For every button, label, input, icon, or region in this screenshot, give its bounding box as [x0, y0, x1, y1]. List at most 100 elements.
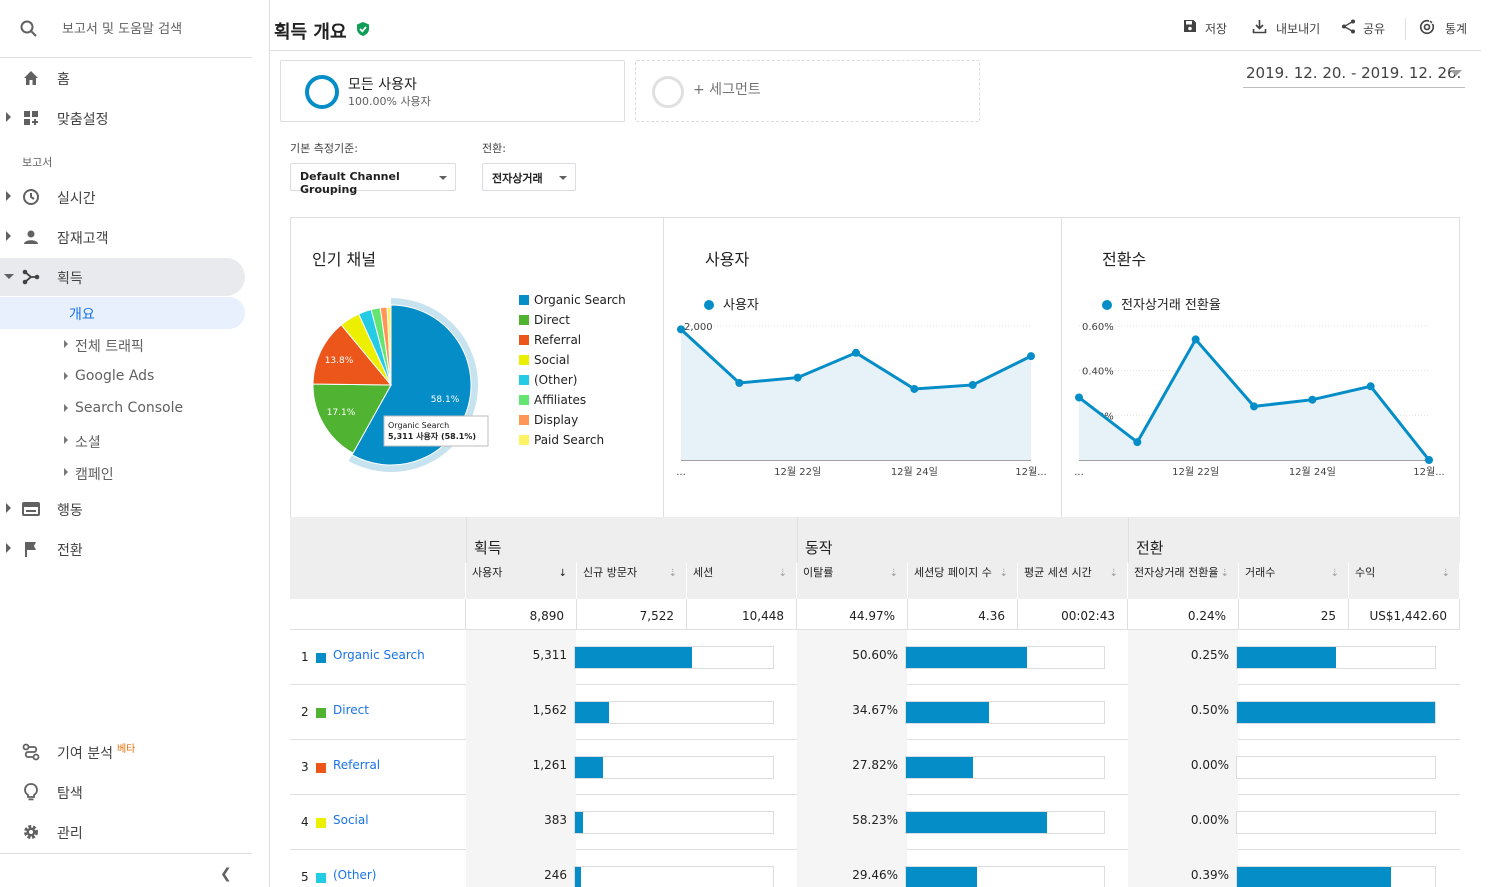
column-header-new-users[interactable]: 신규 방문자 ⇣ [577, 563, 687, 599]
y-tick-label: 2,000 [684, 322, 713, 333]
primary-dimension-select[interactable]: Default Channel Grouping [290, 163, 456, 196]
segment-name: 모든 사용자 [348, 77, 417, 93]
segment-all-users[interactable]: 모든 사용자 100.00% 사용자 [280, 60, 625, 122]
column-header-bounce-rate[interactable]: 이탈률 ⇣ [797, 563, 908, 599]
nav-attribution[interactable]: 기여 분석 베타 [0, 733, 245, 771]
table-row: 3 Referral 1,261 27.82% 0.00% [290, 740, 1460, 795]
nav-audience[interactable]: 잠재고객 [0, 218, 245, 256]
legend-item[interactable]: Paid Search [519, 433, 604, 447]
data-point[interactable] [677, 325, 685, 334]
bar-fill [1237, 647, 1336, 668]
pie-slice-referral[interactable] [312, 324, 393, 386]
nav-realtime[interactable]: 실시간 [0, 178, 245, 216]
legend-item[interactable]: Social [519, 353, 570, 367]
nav-discover[interactable]: 탐색 [0, 773, 245, 811]
data-point[interactable] [1133, 438, 1142, 447]
sort-arrow-icon[interactable]: ↓ [558, 568, 567, 579]
x-tick-label: 12월 24일 [891, 466, 938, 478]
segment-percent: 100.00% 사용자 [348, 95, 431, 108]
legend-item[interactable]: Affiliates [519, 393, 586, 407]
insights-button[interactable]: 통계 [1419, 19, 1467, 37]
bar-track [1236, 646, 1436, 669]
column-header-pages-per-session[interactable]: 세션당 페이지 수 ⇣ [908, 563, 1018, 599]
data-point[interactable] [852, 348, 860, 357]
column-header-sessions[interactable]: 세션 ⇣ [687, 563, 797, 599]
legend-item[interactable]: Display [519, 413, 578, 427]
column-header-label: 세션 [693, 566, 714, 579]
cell-value: 50.60% [852, 648, 898, 662]
share-button[interactable]: 공유 [1341, 19, 1385, 37]
data-point[interactable] [793, 373, 802, 382]
sidebar: 보고서 및 도움말 검색 홈 맞춤설정 보고서 실시간 잠재고객 획득 개요 전… [0, 0, 255, 887]
pie-slice-paid-search[interactable] [386, 306, 392, 386]
sort-arrow-icon[interactable]: ⇣ [1330, 568, 1339, 579]
nav-acq-overview[interactable]: 개요 [0, 297, 245, 329]
expand-caret-icon [64, 468, 68, 476]
channel-swatch [316, 873, 326, 883]
data-point[interactable] [1366, 382, 1375, 391]
sort-arrow-icon[interactable]: ⇣ [1109, 568, 1118, 579]
sort-arrow-icon[interactable]: ⇣ [668, 568, 677, 579]
channel-link[interactable]: Referral [333, 758, 381, 772]
data-point[interactable] [910, 384, 919, 393]
channel-link[interactable]: Social [333, 813, 369, 827]
sort-arrow-icon[interactable]: ⇣ [1441, 568, 1450, 579]
nav-customize[interactable]: 맞춤설정 [0, 99, 245, 137]
nav-acq-search-console[interactable]: Search Console [0, 393, 245, 425]
sort-arrow-icon[interactable]: ⇣ [778, 568, 787, 579]
report-search[interactable]: 보고서 및 도움말 검색 [0, 0, 252, 58]
column-header-revenue[interactable]: 수익 ⇣ [1349, 563, 1460, 599]
column-header-ecommerce-conversion-rate[interactable]: 전자상거래 전환율 ⇣ [1128, 563, 1239, 599]
sort-arrow-icon[interactable]: ⇣ [889, 568, 898, 579]
data-point[interactable] [1308, 395, 1317, 404]
export-button[interactable]: 내보내기 [1252, 20, 1320, 37]
sort-arrow-icon[interactable]: ⇣ [1220, 568, 1229, 579]
page-scrollbar-track[interactable] [1481, 0, 1493, 887]
legend-item[interactable]: Organic Search [519, 293, 626, 307]
column-header-avg-session-duration[interactable]: 평균 세션 시간 ⇣ [1018, 563, 1128, 599]
column-header-users[interactable]: 사용자 ↓ [466, 563, 577, 599]
data-point[interactable] [1075, 393, 1083, 402]
data-point[interactable] [1250, 402, 1258, 411]
group-behavior: 동작 [797, 517, 1128, 563]
column-header-transactions[interactable]: 거래수 ⇣ [1239, 563, 1349, 599]
collapse-sidebar-icon[interactable]: ❮ [220, 866, 232, 882]
channel-link[interactable]: (Other) [333, 868, 377, 882]
channel-link[interactable]: Organic Search [333, 648, 425, 662]
nav-acq-campaigns[interactable]: 캠페인 [0, 457, 245, 489]
legend-item[interactable]: Direct [519, 313, 570, 327]
data-point[interactable] [1425, 456, 1433, 464]
expand-caret-icon [6, 231, 11, 241]
person-icon [24, 230, 38, 244]
conversion-select[interactable]: 전자상거래 [482, 163, 576, 191]
sort-arrow-icon[interactable]: ⇣ [999, 568, 1008, 579]
data-point[interactable] [1027, 352, 1035, 361]
expand-caret-icon [6, 543, 11, 553]
data-point[interactable] [735, 378, 744, 387]
save-button[interactable]: 저장 [1183, 20, 1227, 37]
nav-admin[interactable]: 관리 [0, 813, 245, 851]
nav-acq-all-traffic[interactable]: 전체 트래픽 [0, 329, 245, 361]
data-point[interactable] [1191, 335, 1200, 344]
nav-conversions[interactable]: 전환 [0, 530, 245, 568]
nav-behavior[interactable]: 행동 [0, 490, 245, 528]
date-range-picker[interactable]: 2019. 12. 20. - 2019. 12. 26. [1243, 62, 1465, 88]
pie-slice-direct[interactable] [312, 383, 392, 454]
channel-link[interactable]: Direct [333, 703, 369, 717]
cell-conversion-rate: 0.00% [1128, 740, 1238, 795]
row-rank: 3 [301, 760, 309, 774]
nav-acq-google-ads[interactable]: Google Ads [0, 361, 245, 393]
nav-home[interactable]: 홈 [0, 59, 245, 97]
nav-acquisition[interactable]: 획득 [0, 258, 245, 296]
total-sessions: 10,448 [687, 599, 797, 630]
total-value: US$1,442.60 [1369, 609, 1447, 623]
legend-item[interactable]: (Other) [519, 373, 577, 387]
add-segment-button[interactable]: + 세그먼트 [635, 60, 980, 122]
totals-label-cell [290, 599, 466, 630]
nav-acq-social[interactable]: 소셜 [0, 425, 245, 457]
legend-item[interactable]: Referral [519, 333, 581, 347]
data-point[interactable] [968, 380, 977, 389]
